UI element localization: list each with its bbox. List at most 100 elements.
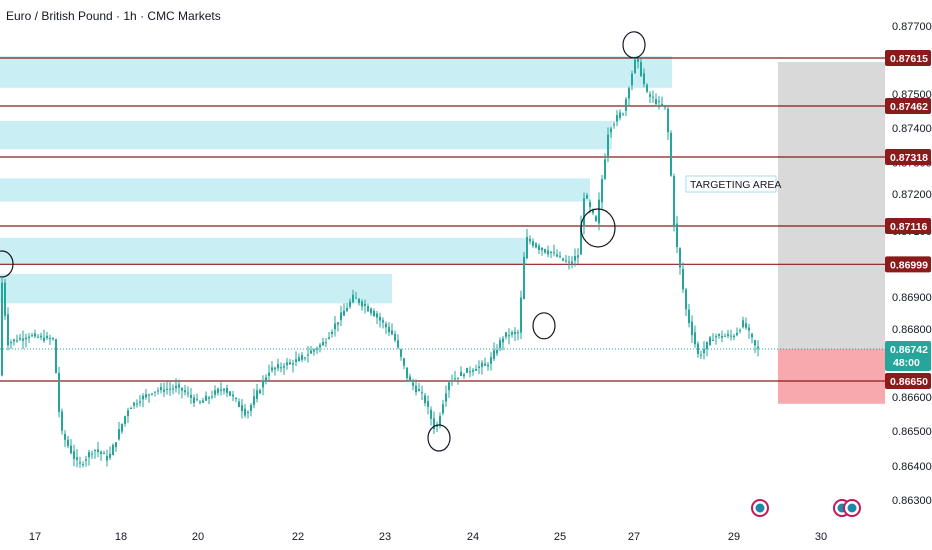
candle-body xyxy=(64,433,66,440)
x-tick-label: 17 xyxy=(29,531,41,543)
candle-body xyxy=(595,216,597,222)
candle-body xyxy=(301,354,303,360)
candle-body xyxy=(496,350,498,354)
candle-body xyxy=(652,96,654,98)
candle-body xyxy=(94,449,96,451)
candle-body xyxy=(316,348,318,350)
candle-body xyxy=(682,268,684,290)
candle-body xyxy=(697,343,699,354)
candle-body xyxy=(742,320,744,328)
candle-body xyxy=(361,301,363,307)
stop-zone-box xyxy=(778,349,885,404)
candle-body xyxy=(169,388,171,390)
candle-body xyxy=(397,340,399,348)
level-tag xyxy=(885,50,931,66)
circled-point-marker xyxy=(427,424,451,452)
candle-body xyxy=(388,327,390,333)
candle-body xyxy=(586,195,588,199)
candle-body xyxy=(520,297,522,333)
candle-body xyxy=(580,224,582,255)
candle-body xyxy=(22,338,24,341)
candle-body xyxy=(28,336,30,339)
y-tick-label: 0.87700 xyxy=(892,21,932,33)
supply-zone xyxy=(0,178,590,202)
candle-body xyxy=(598,199,600,224)
candle-body xyxy=(403,358,405,366)
candle-body xyxy=(298,357,300,361)
candle-body xyxy=(55,339,57,374)
candle-body xyxy=(115,442,117,448)
candle-body xyxy=(196,399,198,401)
level-tag xyxy=(885,256,931,273)
candle-body xyxy=(511,332,513,335)
level-tag-label: 0.86650 xyxy=(890,376,928,388)
candle-body xyxy=(487,364,489,367)
candle-body xyxy=(376,313,378,318)
candle-body xyxy=(472,370,474,372)
level-tag xyxy=(885,98,931,114)
candle-body xyxy=(370,308,372,314)
candle-body xyxy=(541,247,543,251)
candle-body xyxy=(349,301,351,307)
candle-body xyxy=(325,342,327,344)
candle-body xyxy=(694,332,696,345)
candle-body xyxy=(625,99,627,111)
candle-body xyxy=(88,452,90,458)
candle-body xyxy=(490,357,492,364)
candle-body xyxy=(532,241,534,246)
candle-body xyxy=(148,394,150,396)
candle-body xyxy=(646,84,648,92)
candle-body xyxy=(250,405,252,411)
candle-body xyxy=(700,354,702,356)
candle-body xyxy=(628,88,630,99)
candle-body xyxy=(571,261,573,264)
candle-body xyxy=(151,393,153,395)
candle-body xyxy=(187,392,189,394)
y-tick-label: 0.87400 xyxy=(892,123,932,135)
candle-body xyxy=(664,106,666,108)
candle-body xyxy=(673,175,675,227)
candle-body xyxy=(331,331,333,334)
candle-body xyxy=(739,330,741,332)
candle-body xyxy=(232,394,234,397)
candle-body xyxy=(217,388,219,393)
candle-body xyxy=(253,396,255,405)
candle-body xyxy=(718,334,720,336)
candle-body xyxy=(736,332,738,336)
candle-body xyxy=(238,401,240,408)
candle-body xyxy=(526,237,528,259)
candle-body xyxy=(751,333,753,338)
candle-body xyxy=(643,73,645,85)
candle-body xyxy=(211,396,213,398)
candle-body xyxy=(424,395,426,404)
candle-body xyxy=(85,459,87,461)
candle-body xyxy=(451,380,453,382)
candle-body xyxy=(358,299,360,304)
candle-body xyxy=(244,408,246,416)
candle-body xyxy=(589,202,591,208)
candle-body xyxy=(463,374,465,377)
candle-body xyxy=(49,338,51,340)
candle-body xyxy=(385,323,387,328)
candle-body xyxy=(505,332,507,337)
candle-body xyxy=(163,389,165,392)
candle-body xyxy=(139,401,141,403)
candle-body xyxy=(166,388,168,390)
y-tick-label: 0.86600 xyxy=(892,392,932,404)
candle-body xyxy=(121,423,123,432)
candle-body xyxy=(136,403,138,405)
candle-body xyxy=(757,346,759,349)
x-tick-label: 22 xyxy=(292,531,304,543)
supply-zone xyxy=(0,56,672,88)
candle-body xyxy=(16,340,18,342)
x-tick-label: 27 xyxy=(628,531,640,543)
candle-body xyxy=(412,382,414,386)
candle-body xyxy=(607,134,609,157)
candle-body xyxy=(256,390,258,399)
candle-body xyxy=(655,99,657,105)
current-price-tag xyxy=(885,341,931,371)
candle-body xyxy=(19,338,21,340)
candle-body xyxy=(319,344,321,348)
candle-body xyxy=(415,385,417,393)
